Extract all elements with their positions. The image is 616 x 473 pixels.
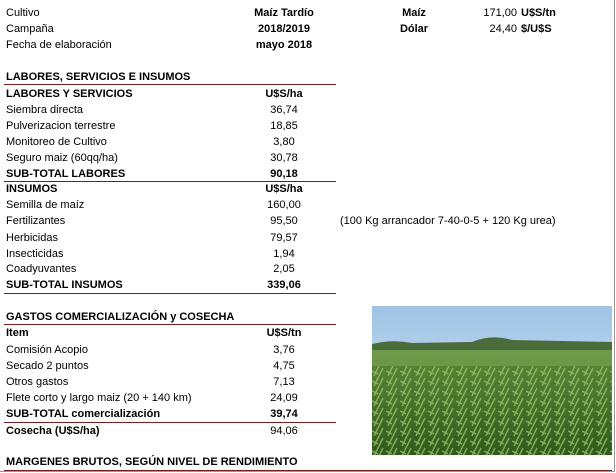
section-title: MARGENES BRUTOS, SEGÚN NIVEL DE RENDIMIE… xyxy=(6,456,298,468)
row-label: Siembra directa xyxy=(6,104,84,116)
row-value: 18,85 xyxy=(270,120,298,132)
price-value: 24,40 xyxy=(489,23,517,35)
row-value: 30,78 xyxy=(270,152,298,164)
field-label: Campaña xyxy=(6,23,54,35)
section-title: GASTOS COMERCIALIZACIÓN y COSECHA xyxy=(6,311,235,323)
field-label: Cultivo xyxy=(6,7,40,19)
row-value: 4,75 xyxy=(273,360,295,372)
row-label: Coadyuvantes xyxy=(6,263,77,275)
row-value: 36,74 xyxy=(270,104,298,116)
row-label: Flete corto y largo maiz (20 + 140 km) xyxy=(6,392,192,404)
row-label: Otros gastos xyxy=(6,376,69,388)
price-unit: U$S/tn xyxy=(521,7,556,19)
section-title: LABORES, SERVICIOS E INSUMOS xyxy=(6,71,191,83)
price-value: 171,00 xyxy=(483,7,517,19)
row-label: SUB-TOTAL INSUMOS xyxy=(6,279,123,291)
row-value: U$S/tn xyxy=(266,327,302,339)
row-label: LABORES Y SERVICIOS xyxy=(6,88,133,100)
rule xyxy=(4,324,336,325)
rule xyxy=(4,470,612,471)
row-value: 7,13 xyxy=(273,376,295,388)
row-value: 39,74 xyxy=(270,408,298,420)
cornfield-photo xyxy=(372,306,612,455)
row-value: 3,76 xyxy=(273,344,295,356)
row-label: Herbicidas xyxy=(6,232,58,244)
row-value: 95,50 xyxy=(270,215,298,227)
row-label: Fertilizantes xyxy=(6,215,66,227)
row-label: SUB-TOTAL comercialización xyxy=(6,408,161,420)
field-value: mayo 2018 xyxy=(255,39,313,51)
row-value: 94,06 xyxy=(270,425,298,437)
row-label: Monitoreo de Cultivo xyxy=(6,136,107,148)
row-label: Pulverizacion terrestre xyxy=(6,120,116,132)
row-value: U$S/ha xyxy=(265,88,303,100)
row-value: 160,00 xyxy=(267,199,301,211)
row-value: 90,18 xyxy=(270,168,298,180)
row-value: 339,06 xyxy=(267,279,301,291)
row-value: 2,05 xyxy=(273,263,295,275)
rule xyxy=(4,422,336,423)
price-label: Dólar xyxy=(399,23,429,35)
price-unit: $/U$S xyxy=(521,23,552,35)
field-label: Fecha de elaboración xyxy=(6,39,112,51)
row-label: SUB-TOTAL LABORES xyxy=(6,168,126,180)
row-value: 79,57 xyxy=(270,232,298,244)
row-label: Comisión Acopio xyxy=(6,344,88,356)
row-label: INSUMOS xyxy=(6,183,58,195)
row-label: Semilla de maíz xyxy=(6,199,85,211)
row-value: 24,09 xyxy=(270,392,298,404)
rule xyxy=(4,84,336,85)
rule xyxy=(4,181,336,182)
row-value: 1,94 xyxy=(273,248,295,260)
row-label: Insecticidas xyxy=(6,248,64,260)
field-value: Maíz Tardío xyxy=(254,7,314,19)
note: (100 Kg arrancador 7-40-0-5 + 120 Kg ure… xyxy=(340,215,556,227)
row-label: Item xyxy=(6,327,29,339)
price-label: Maíz xyxy=(402,7,426,19)
rule xyxy=(4,293,336,294)
row-label: Secado 2 puntos xyxy=(6,360,89,372)
row-label: Cosecha (U$S/ha) xyxy=(6,425,100,437)
row-label: Seguro maiz (60qq/ha) xyxy=(6,152,118,164)
row-value: U$S/ha xyxy=(265,183,303,195)
row-value: 3,80 xyxy=(273,136,295,148)
field-value: 2018/2019 xyxy=(258,23,310,35)
